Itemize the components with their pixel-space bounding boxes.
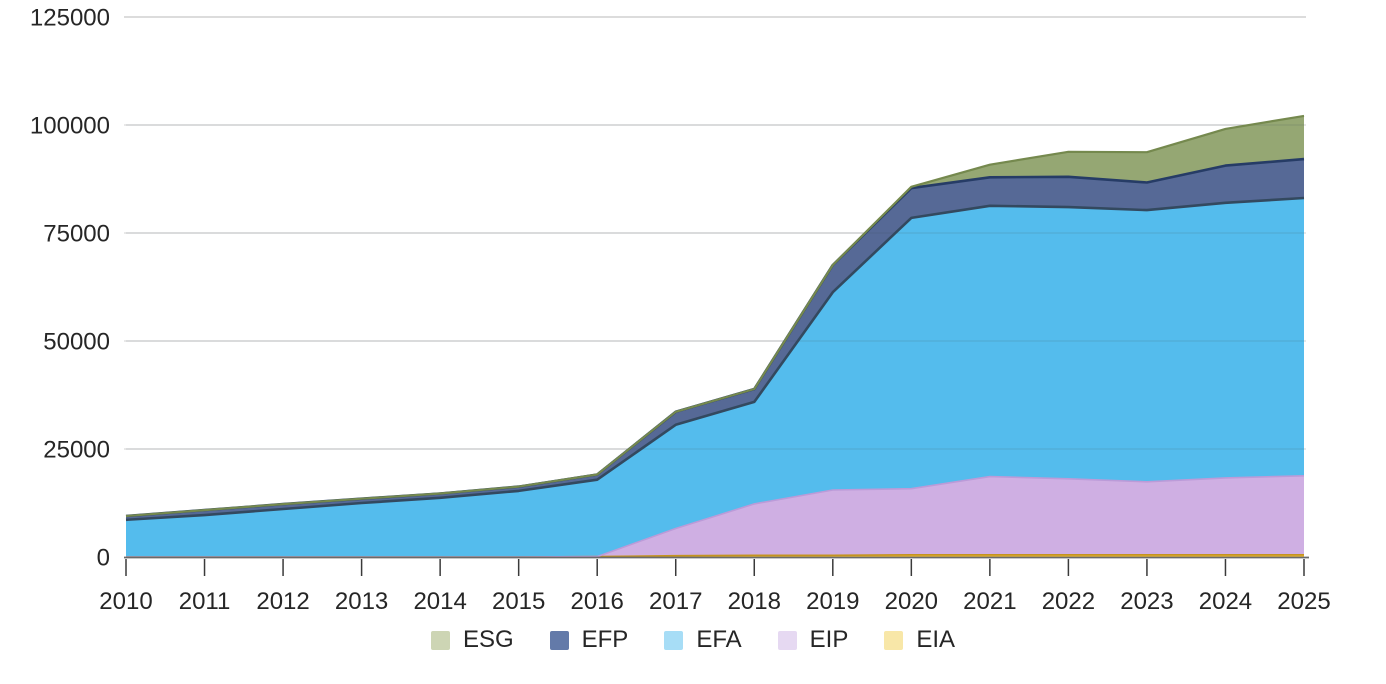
legend-label-esg: ESG [462, 626, 514, 653]
x-label-2021: 2021 [963, 588, 1016, 615]
x-label-2010: 2010 [99, 588, 152, 615]
legend-swatch-efp [549, 630, 569, 650]
y-label-75000: 75000 [43, 221, 110, 248]
area-band-efa [126, 198, 1304, 557]
legend-item-efa: EFA [664, 626, 742, 653]
area-band-esg [126, 115, 1304, 517]
area-border-efa [125, 196, 1305, 522]
gridline-overlay [126, 124, 1304, 450]
x-label-2025: 2025 [1277, 588, 1330, 615]
y-label-50000: 50000 [43, 329, 110, 356]
legend-swatch-eia [884, 630, 904, 650]
y-label-25000: 25000 [43, 437, 110, 464]
legend-swatch-eip [777, 630, 797, 650]
x-label-2013: 2013 [335, 588, 388, 615]
x-axis-labels: 2010 2011 2012 2013 2014 2015 2016 2017 2018 2019… [99, 588, 1330, 615]
legend-item-eia: EIA [884, 628, 955, 652]
x-label-2022: 2022 [1042, 588, 1095, 615]
legend-item-esg: ESG [430, 626, 514, 653]
x-label-2024: 2024 [1199, 588, 1252, 615]
x-label-2017: 2017 [649, 588, 702, 615]
legend-item-eip: EIP [777, 626, 849, 653]
x-label-2023: 2023 [1120, 588, 1173, 615]
legend-label-efp: EFP [581, 626, 629, 653]
area-border-esg [125, 114, 1305, 518]
legend-label-eia: EIA [916, 626, 956, 653]
x-label-2016: 2016 [571, 588, 624, 615]
x-label-2019: 2019 [806, 588, 859, 615]
y-axis-labels: 0 25000 50000 75000 100000 125000 [30, 5, 110, 572]
x-axis [124, 556, 1309, 576]
legend-swatch-esg [430, 630, 450, 650]
legend-item-efp: EFP [549, 626, 629, 653]
y-label-0: 0 [97, 545, 110, 572]
x-label-2014: 2014 [413, 588, 466, 615]
legend-swatch-efa [664, 630, 684, 650]
x-label-2011: 2011 [179, 588, 231, 615]
x-label-2020: 2020 [885, 588, 938, 615]
legend: ESG EFP EFA EIP EIA [0, 628, 1386, 652]
x-label-2018: 2018 [728, 588, 781, 615]
y-label-125000: 125000 [30, 5, 110, 32]
legend-label-eip: EIP [809, 626, 849, 653]
area-band-efp [126, 159, 1304, 520]
legend-label-efa: EFA [696, 626, 742, 653]
y-label-100000: 100000 [30, 113, 110, 140]
x-label-2012: 2012 [256, 588, 309, 615]
x-label-2015: 2015 [492, 588, 545, 615]
